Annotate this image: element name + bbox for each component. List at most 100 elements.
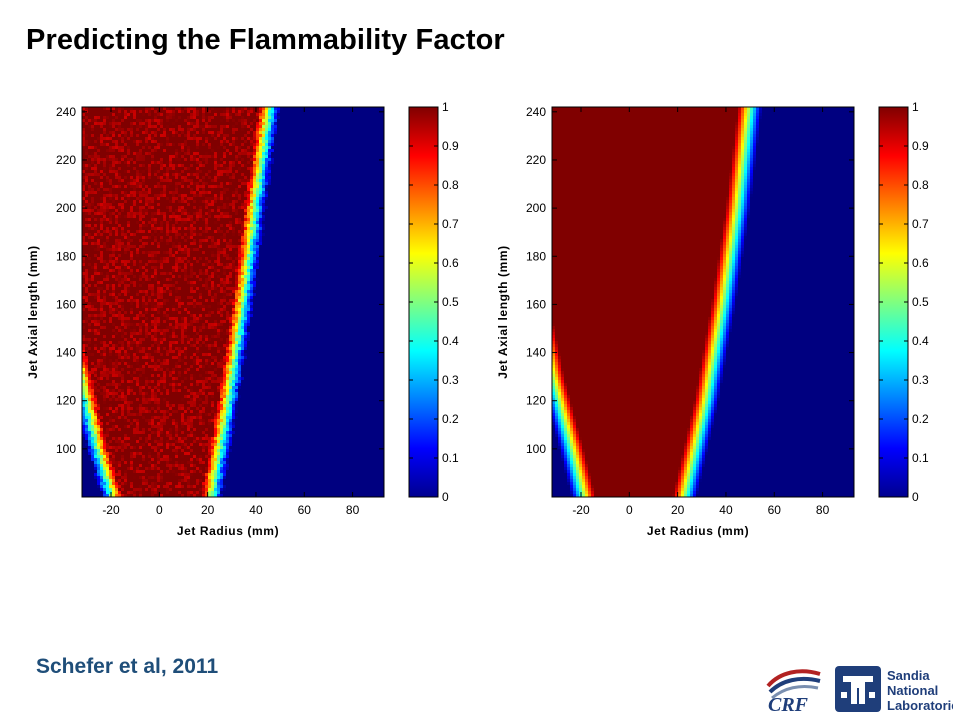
heatmap-cell [274,164,277,167]
heatmap-cell [151,179,154,182]
heatmap-cell [289,188,292,191]
heatmap-cell [91,233,94,236]
heatmap-cell [91,182,94,185]
heatmap-cell [127,113,130,116]
heatmap-cell [322,167,325,170]
heatmap-cell [166,137,169,140]
heatmap-cell [244,227,247,230]
heatmap-cell [349,140,352,143]
heatmap-cell [277,209,280,212]
heatmap-cell [262,209,265,212]
heatmap-cell [322,161,325,164]
heatmap-cell [172,173,175,176]
heatmap-cell [220,191,223,194]
heatmap-cell [301,152,304,155]
heatmap-cell [217,110,220,113]
heatmap-cell [175,143,178,146]
heatmap-cell [199,140,202,143]
heatmap-cell [250,176,253,179]
heatmap-cell [370,164,373,167]
heatmap-cell [205,188,208,191]
heatmap-cell [268,113,271,116]
heatmap-cell [136,218,139,221]
heatmap-cell [109,218,112,221]
heatmap-cell [337,122,340,125]
heatmap-cell [253,191,256,194]
heatmap-cell [139,140,142,143]
heatmap-cell [277,122,280,125]
heatmap-cell [211,224,214,227]
heatmap-cell [187,143,190,146]
heatmap-cell [268,176,271,179]
heatmap-cell [85,122,88,125]
heatmap-cell [268,200,271,203]
heatmap-cell [349,119,352,122]
heatmap-cell [268,119,271,122]
heatmap-cell [181,146,184,149]
heatmap-cell [172,194,175,197]
heatmap-cell [97,242,100,245]
heatmap-cell [232,185,235,188]
heatmap-cell [250,185,253,188]
heatmap-cell [112,170,115,173]
heatmap-cell [277,212,280,215]
heatmap-cell [340,200,343,203]
heatmap-cell [199,146,202,149]
heatmap-cell [124,149,127,152]
heatmap-cell [334,236,337,239]
heatmap-cell [310,128,313,131]
heatmap-cell [139,200,142,203]
heatmap-cell [313,209,316,212]
heatmap-cell [211,212,214,215]
heatmap-cell [376,218,379,221]
heatmap-cell [358,155,361,158]
heatmap-cell [298,239,301,242]
heatmap-cell [238,200,241,203]
heatmap-cell [283,167,286,170]
heatmap-cell [217,155,220,158]
heatmap-cell [289,158,292,161]
heatmap-cell [127,212,130,215]
heatmap-cell [103,206,106,209]
heatmap-cell [235,236,238,239]
heatmap-cell [175,197,178,200]
heatmap-cell [178,194,181,197]
heatmap-cell [235,239,238,242]
heatmap-cell [301,113,304,116]
heatmap-cell [157,164,160,167]
heatmap-cell [304,236,307,239]
heatmap-cell [97,122,100,125]
heatmap-cell [298,212,301,215]
heatmap-cell [328,122,331,125]
heatmap-cell [172,131,175,134]
heatmap-cell [304,251,307,254]
heatmap-cell [352,173,355,176]
heatmap-cell [118,251,121,254]
heatmap-cell [349,251,352,254]
heatmap-cell [187,221,190,224]
heatmap-cell [205,248,208,251]
heatmap-cell [379,248,382,251]
heatmap-cell [322,125,325,128]
heatmap-cell [313,221,316,224]
heatmap-cell [154,137,157,140]
heatmap-cell [331,242,334,245]
heatmap-cell [238,233,241,236]
heatmap-cell [154,146,157,149]
heatmap-cell [211,170,214,173]
heatmap-cell [136,143,139,146]
heatmap-cell [358,134,361,137]
heatmap-cell [250,119,253,122]
heatmap-cell [145,116,148,119]
heatmap-cell [364,248,367,251]
heatmap-cell [217,248,220,251]
heatmap-cell [286,188,289,191]
heatmap-cell [151,161,154,164]
heatmap-cell [277,113,280,116]
heatmap-cell [190,113,193,116]
heatmap-cell [256,206,259,209]
heatmap-cell [166,122,169,125]
heatmap-cell [223,167,226,170]
heatmap-cell [331,113,334,116]
heatmap-cell [139,227,142,230]
